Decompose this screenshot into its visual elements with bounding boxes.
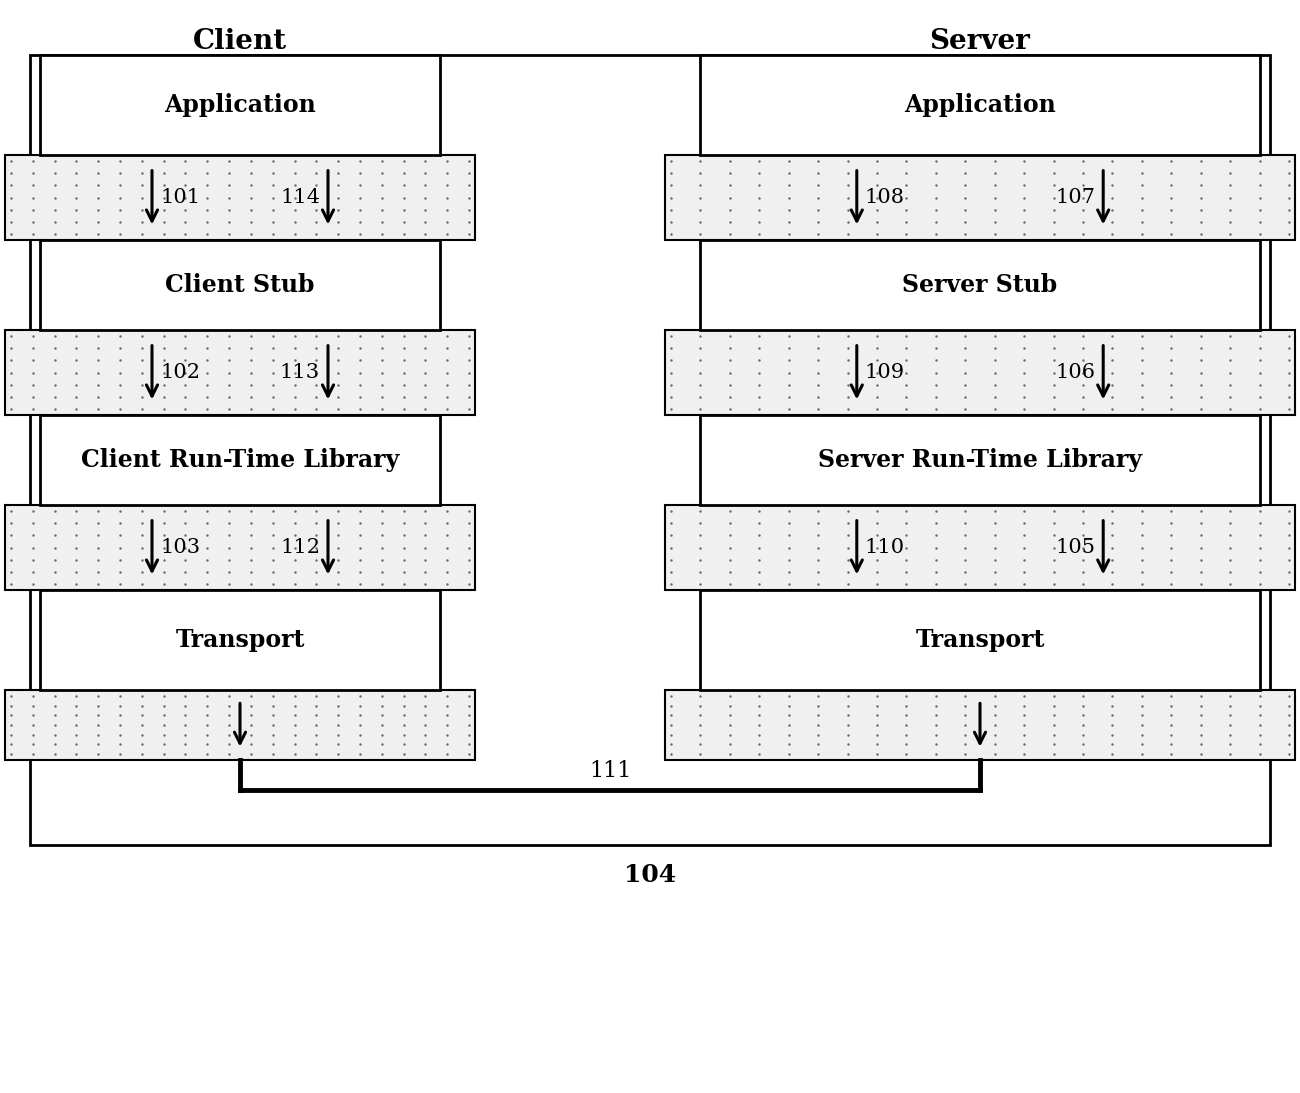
Bar (699, 415, 1260, 505)
Text: 106: 106 (1056, 363, 1095, 381)
Text: 101: 101 (160, 188, 200, 207)
Text: Transport: Transport (915, 628, 1045, 653)
Bar (666, 505, 1295, 590)
Text: Client Stub: Client Stub (165, 273, 315, 297)
Text: Transport: Transport (176, 628, 304, 653)
Text: 113: 113 (280, 363, 320, 381)
Bar (40, 415, 439, 505)
Text: Server: Server (930, 28, 1031, 55)
Bar (40, 590, 439, 690)
Text: 110: 110 (864, 538, 905, 557)
Text: 105: 105 (1056, 538, 1095, 557)
Bar (699, 55, 1260, 155)
Text: Client: Client (192, 28, 287, 55)
Text: Application: Application (903, 93, 1056, 117)
Bar (30, 55, 1270, 845)
Text: Server Stub: Server Stub (902, 273, 1058, 297)
Bar (5, 505, 474, 590)
Bar (699, 590, 1260, 690)
Text: 107: 107 (1056, 188, 1095, 207)
Text: Client Run-Time Library: Client Run-Time Library (81, 448, 399, 472)
Text: 102: 102 (160, 363, 200, 381)
Bar (40, 240, 439, 330)
Bar (699, 240, 1260, 330)
Bar (666, 330, 1295, 415)
Bar (5, 690, 474, 760)
Bar (5, 155, 474, 240)
Text: Application: Application (164, 93, 316, 117)
Text: 108: 108 (864, 188, 905, 207)
Text: 111: 111 (589, 760, 632, 781)
Text: 103: 103 (160, 538, 200, 557)
Text: 112: 112 (280, 538, 320, 557)
Text: 114: 114 (280, 188, 320, 207)
Bar (666, 690, 1295, 760)
Text: 104: 104 (624, 863, 676, 888)
Bar (666, 155, 1295, 240)
Text: Server Run-Time Library: Server Run-Time Library (818, 448, 1141, 472)
Text: 109: 109 (864, 363, 905, 381)
Bar (40, 55, 439, 155)
Bar (5, 330, 474, 415)
